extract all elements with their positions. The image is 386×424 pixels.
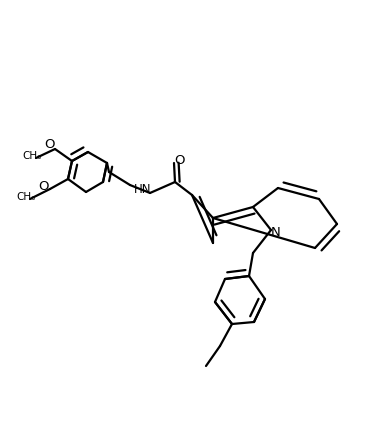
Text: HN: HN <box>134 183 151 196</box>
Text: O: O <box>174 154 185 167</box>
Text: N: N <box>271 226 281 239</box>
Text: O: O <box>44 138 54 151</box>
Text: O: O <box>38 180 48 193</box>
Text: CH₃: CH₃ <box>17 192 36 202</box>
Text: CH₃: CH₃ <box>22 151 42 161</box>
